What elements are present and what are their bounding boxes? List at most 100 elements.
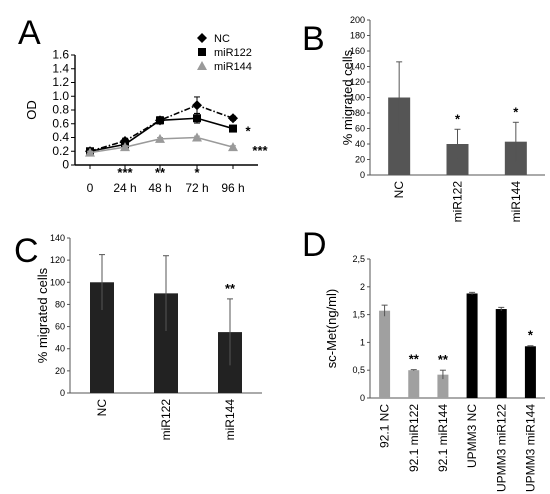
panel-b-bar-chart: 0 20 40 60 80 100 120 140 160 180 200 NC miR122 * miR1… bbox=[340, 15, 545, 222]
legend-label: miR144 bbox=[214, 61, 252, 73]
x-tick-label: NC bbox=[392, 181, 406, 199]
x-tick-label: miR122 bbox=[159, 399, 173, 441]
significance-marker: * bbox=[194, 165, 200, 180]
y-tick-label: 0.4 bbox=[52, 130, 69, 144]
x-tick-label: 72 h bbox=[185, 181, 208, 195]
y-tick-label: 60 bbox=[355, 124, 365, 134]
panel-a-line-chart: 00.20.40.60.81.01.21.41.60 24 h 48 h 72 h 96… bbox=[24, 33, 269, 195]
marker-triangle bbox=[192, 132, 202, 142]
bar-UPMM3-miR122 bbox=[495, 309, 507, 398]
significance-marker: *** bbox=[252, 143, 268, 158]
y-tick-label: 0 bbox=[62, 158, 69, 172]
legend-marker bbox=[197, 61, 207, 70]
marker-triangle bbox=[120, 142, 130, 152]
bar-miR122 bbox=[446, 144, 469, 175]
y-tick-label: 2 bbox=[360, 282, 365, 292]
y-tick-label: 120 bbox=[50, 255, 65, 265]
panel-label-a: A bbox=[18, 14, 41, 52]
x-tick-label: 24 h bbox=[113, 181, 136, 195]
bar-UPMM3-miR144 bbox=[524, 346, 536, 398]
marker-triangle bbox=[228, 142, 238, 152]
marker-square bbox=[229, 124, 237, 133]
series-line-NC bbox=[89, 104, 234, 153]
x-tick-label: 0 bbox=[87, 181, 94, 195]
x-tick-label: 48 h bbox=[148, 181, 171, 195]
y-tick-label: 80 bbox=[355, 108, 365, 118]
bar-UPMM3-NC bbox=[466, 293, 478, 398]
y-tick-label: 200 bbox=[350, 15, 365, 25]
x-tick-label: 92.1 miR144 bbox=[436, 404, 450, 472]
x-tick-label: 92.1 miR122 bbox=[407, 404, 421, 472]
marker-diamond bbox=[192, 100, 202, 111]
y-tick-label: 2,5 bbox=[352, 254, 365, 264]
y-tick-label: 20 bbox=[55, 366, 65, 376]
y-tick-label: 1.6 bbox=[52, 48, 69, 62]
y-tick-label: 1.0 bbox=[52, 89, 69, 103]
significance-marker: ** bbox=[409, 352, 420, 367]
y-tick-label: 100 bbox=[350, 93, 365, 103]
panel-label-c: C bbox=[14, 232, 39, 270]
y-tick-label: 0.2 bbox=[52, 144, 69, 158]
y-tick-label: 1.4 bbox=[52, 61, 69, 75]
marker-triangle bbox=[85, 147, 95, 157]
panel-label-b: B bbox=[302, 20, 325, 58]
y-axis-label: sc-Met(ng/ml) bbox=[324, 289, 339, 368]
x-tick-label: NC bbox=[95, 399, 109, 417]
significance-marker: * bbox=[455, 111, 461, 126]
significance-marker: ** bbox=[438, 352, 449, 367]
y-tick-label: 140 bbox=[50, 233, 65, 243]
y-tick-label: 160 bbox=[350, 46, 365, 56]
y-axis-label: % migrated cells bbox=[340, 49, 355, 145]
y-tick-label: 20 bbox=[355, 155, 365, 165]
y-tick-label: 0,5 bbox=[352, 365, 365, 375]
legend-label: miR122 bbox=[214, 47, 252, 59]
y-tick-label: 80 bbox=[55, 299, 65, 309]
y-tick-label: 40 bbox=[55, 344, 65, 354]
panel-label-d: D bbox=[302, 226, 327, 264]
marker-square bbox=[193, 114, 201, 123]
x-tick-label: 96 h bbox=[221, 181, 244, 195]
significance-marker: * bbox=[245, 124, 251, 139]
y-tick-label: 1.2 bbox=[52, 75, 69, 89]
panel-d-bar-chart: 0 0,5 1 1,5 2 2,5 92.1 NC 92.1 miR122 ** 92.1 miR… bbox=[324, 254, 545, 492]
y-tick-label: 1 bbox=[360, 337, 365, 347]
legend-marker bbox=[197, 33, 207, 43]
y-tick-label: 140 bbox=[350, 62, 365, 72]
significance-marker: *** bbox=[117, 165, 133, 180]
x-tick-label: miR122 bbox=[451, 181, 465, 223]
y-tick-label: 0 bbox=[360, 393, 365, 403]
significance-marker: ** bbox=[155, 165, 166, 180]
y-axis-label: OD bbox=[24, 100, 39, 120]
x-tick-label: UPMM3 NC bbox=[465, 404, 479, 468]
bar-92.1-miR122 bbox=[408, 370, 420, 398]
y-tick-label: 0 bbox=[60, 388, 65, 398]
bar-92.1-miR144 bbox=[437, 374, 449, 398]
y-tick-label: 1,5 bbox=[352, 310, 365, 320]
y-tick-label: 60 bbox=[55, 322, 65, 332]
marker-triangle bbox=[155, 133, 165, 143]
y-tick-label: 0.6 bbox=[52, 116, 69, 130]
significance-marker: * bbox=[513, 104, 519, 119]
marker-diamond bbox=[228, 113, 238, 124]
y-tick-label: 0 bbox=[360, 170, 365, 180]
x-tick-label: miR144 bbox=[223, 399, 237, 441]
bar-92.1-NC bbox=[379, 310, 391, 398]
y-axis-label: % migrated cells bbox=[35, 267, 50, 363]
legend-marker bbox=[198, 48, 206, 56]
y-tick-label: 100 bbox=[50, 277, 65, 287]
y-tick-label: 120 bbox=[350, 77, 365, 87]
x-tick-label: UPMM3 miR144 bbox=[523, 404, 537, 492]
x-tick-label: 92.1 NC bbox=[378, 404, 392, 448]
significance-marker: * bbox=[528, 328, 534, 343]
y-tick-label: 180 bbox=[350, 31, 365, 41]
significance-marker: ** bbox=[225, 281, 236, 296]
y-tick-label: 40 bbox=[355, 139, 365, 149]
bar-NC bbox=[388, 97, 411, 175]
x-tick-label: UPMM3 miR122 bbox=[494, 404, 508, 492]
panel-c-bar-chart: 0 20 40 60 80 100 120 140 NC miR122 miR144 ** % migr… bbox=[35, 233, 262, 440]
y-tick-label: 0.8 bbox=[52, 103, 69, 117]
legend-label: NC bbox=[214, 33, 230, 45]
x-tick-label: miR144 bbox=[509, 181, 523, 223]
marker-square bbox=[156, 116, 164, 125]
